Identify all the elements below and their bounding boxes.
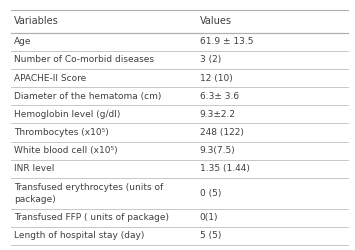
Text: Diameter of the hematoma (cm): Diameter of the hematoma (cm)	[14, 92, 162, 101]
Text: 9.3±2.2: 9.3±2.2	[200, 110, 236, 119]
Text: 1.35 (1.44): 1.35 (1.44)	[200, 164, 250, 173]
Text: INR level: INR level	[14, 164, 55, 173]
Text: 5 (5): 5 (5)	[200, 232, 221, 240]
Text: Number of Co-morbid diseases: Number of Co-morbid diseases	[14, 56, 154, 64]
Text: Transfused erythrocytes (units of
package): Transfused erythrocytes (units of packag…	[14, 183, 163, 204]
Text: White blood cell (x10⁵): White blood cell (x10⁵)	[14, 146, 118, 155]
Text: Values: Values	[200, 16, 232, 26]
Text: 9.3(7.5): 9.3(7.5)	[200, 146, 235, 155]
Text: Thrombocytes (x10⁵): Thrombocytes (x10⁵)	[14, 128, 109, 137]
Text: Age: Age	[14, 37, 32, 46]
Text: 61.9 ± 13.5: 61.9 ± 13.5	[200, 37, 253, 46]
Text: Transfused FFP ( units of package): Transfused FFP ( units of package)	[14, 213, 169, 222]
Text: APACHE-II Score: APACHE-II Score	[14, 74, 87, 82]
Text: Variables: Variables	[14, 16, 59, 26]
Text: 0(1): 0(1)	[200, 213, 218, 222]
Text: 6.3± 3.6: 6.3± 3.6	[200, 92, 239, 101]
Text: Length of hospital stay (day): Length of hospital stay (day)	[14, 232, 144, 240]
Text: 3 (2): 3 (2)	[200, 56, 221, 64]
Text: 12 (10): 12 (10)	[200, 74, 233, 82]
Text: 0 (5): 0 (5)	[200, 189, 221, 198]
Text: 248 (122): 248 (122)	[200, 128, 244, 137]
Text: Hemoglobin level (g/dl): Hemoglobin level (g/dl)	[14, 110, 121, 119]
